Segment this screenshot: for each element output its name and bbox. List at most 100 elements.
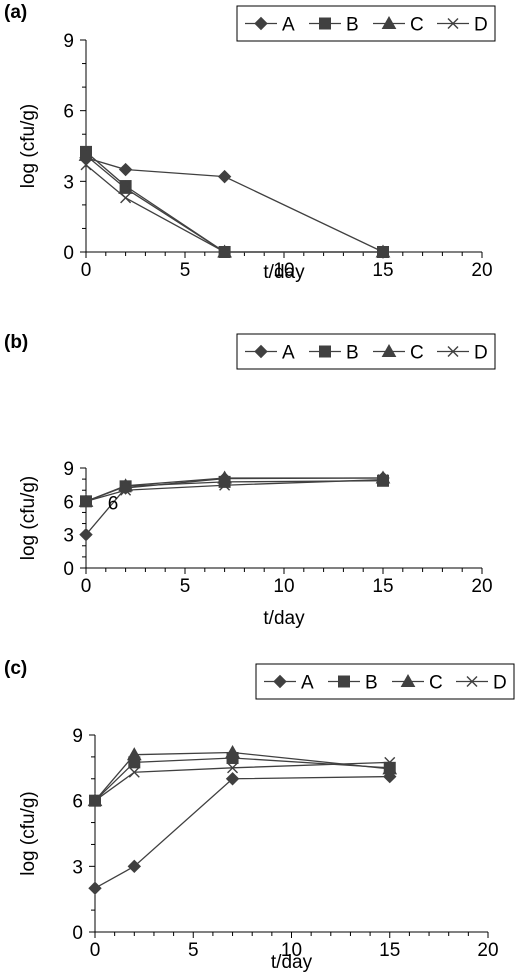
legend-marker-C	[381, 343, 397, 357]
legend-item-A: A	[245, 343, 295, 364]
legend-item-B: B	[309, 343, 359, 364]
data-point-D-stroke-2	[80, 159, 92, 171]
series-line-A	[94, 775, 390, 889]
data-point-D	[128, 766, 140, 778]
legend-marker-D	[466, 676, 478, 687]
series-D	[80, 474, 389, 507]
x-tick-label: 10	[281, 940, 302, 961]
x-tick-label: 15	[379, 940, 400, 961]
series-line-D	[94, 761, 390, 802]
series-B	[80, 145, 389, 258]
legend-item-C: C	[373, 343, 424, 364]
data-point-D-stroke-2	[384, 756, 396, 768]
data-point-D-stroke-2	[120, 484, 132, 496]
series-line-D	[85, 479, 384, 502]
chart-panel-c: (c) 0 3 6 9 0 5 10 15 20 t/day log (cfu/g) A B C D	[4, 658, 515, 973]
legend-label: B	[346, 343, 359, 364]
x-axis-title: t/day	[271, 952, 313, 973]
legend-item-C: C	[373, 15, 424, 36]
y-tick-label: 9	[63, 459, 74, 480]
x-axis-title: t/day	[263, 262, 305, 283]
legend-marker-A	[273, 674, 287, 689]
legend-label: D	[493, 673, 507, 694]
legend-item-D: D	[456, 673, 507, 694]
legend-marker-B	[319, 345, 331, 358]
legend-item-A: A	[245, 15, 295, 36]
x-tick-label: 0	[90, 940, 101, 961]
data-point-A	[88, 881, 102, 895]
data-point-D-stroke-2	[80, 495, 92, 507]
y-axis-title: log (cfu/g)	[18, 476, 39, 560]
x-tick-label: 15	[372, 260, 393, 281]
x-tick-label: 20	[471, 576, 492, 597]
data-point-D	[219, 479, 231, 491]
y-axis-title: log (cfu/g)	[18, 104, 39, 188]
legend-label: A	[282, 15, 295, 36]
legend-marker-D-stroke-2	[447, 18, 459, 29]
data-point-C	[118, 180, 133, 194]
data-point-A	[118, 162, 133, 177]
data-point-D-stroke-2	[128, 766, 140, 778]
legend-marker-D	[447, 18, 459, 29]
data-point-D	[219, 246, 231, 258]
x-tick-label: 5	[180, 260, 191, 281]
chart-panel-a: (a) 0 3 6 9 0 5 10 15 20 t/day log (cfu/g) A B C D	[4, 2, 496, 283]
annotation: 6	[108, 493, 119, 514]
panel-label: (b)	[4, 332, 28, 353]
x-axis-title: t/day	[263, 608, 305, 629]
data-point-D	[80, 495, 92, 507]
legend-item-B: B	[309, 15, 359, 36]
y-tick-label: 0	[63, 559, 74, 580]
data-point-D-stroke-2	[219, 246, 231, 258]
data-point-C	[382, 761, 398, 775]
legend-marker-D	[447, 346, 459, 357]
y-tick-label: 6	[63, 492, 74, 513]
legend: A B C D	[236, 333, 496, 370]
data-point-C	[78, 147, 94, 161]
chart-panel-b: (b) 0 3 6 9 0 5 10 15 20 t/day log (cfu/g) 6 A B C D	[4, 332, 496, 629]
x-tick-label: 15	[372, 576, 393, 597]
y-tick-label: 9	[63, 31, 74, 52]
legend-marker-D-stroke-2	[447, 346, 459, 357]
data-point-D-stroke-2	[377, 474, 389, 486]
data-point-D	[80, 159, 92, 171]
data-point-C	[126, 747, 142, 761]
y-tick-label: 6	[63, 102, 74, 123]
legend-item-D: D	[437, 15, 488, 36]
legend: A B C D	[255, 663, 515, 700]
legend-marker-B	[338, 675, 350, 688]
data-point-D	[377, 246, 389, 258]
legend-label: B	[346, 15, 359, 36]
data-point-D-stroke-2	[227, 762, 239, 774]
legend-label: C	[429, 673, 443, 694]
x-tick-label: 10	[273, 260, 294, 281]
y-tick-label: 9	[72, 726, 83, 747]
x-tick-label: 0	[81, 576, 92, 597]
data-point-D	[120, 192, 132, 204]
data-point-D-stroke-2	[219, 479, 231, 491]
legend-marker-A	[254, 16, 268, 31]
data-point-A	[217, 169, 232, 184]
data-point-D-stroke-2	[377, 246, 389, 258]
legend-item-B: B	[328, 673, 378, 694]
series-line-C	[85, 477, 383, 502]
panel-label: (a)	[4, 2, 27, 23]
y-tick-label: 3	[72, 857, 83, 878]
x-tick-label: 5	[188, 940, 199, 961]
series-A	[79, 151, 390, 259]
legend-label: D	[474, 15, 488, 36]
legend-label: A	[282, 343, 295, 364]
legend-item-A: A	[264, 673, 314, 694]
legend-marker-D-stroke-2	[466, 676, 478, 687]
data-point-D	[227, 762, 239, 774]
legend-label: A	[301, 673, 314, 694]
data-point-D	[384, 756, 396, 768]
data-point-D-stroke-2	[89, 795, 101, 807]
legend: A B C D	[236, 5, 496, 42]
panel-label: (c)	[4, 658, 27, 679]
y-tick-label: 3	[63, 526, 74, 547]
data-point-C	[225, 744, 240, 759]
legend-label: C	[410, 15, 424, 36]
series-line-D	[85, 164, 383, 253]
